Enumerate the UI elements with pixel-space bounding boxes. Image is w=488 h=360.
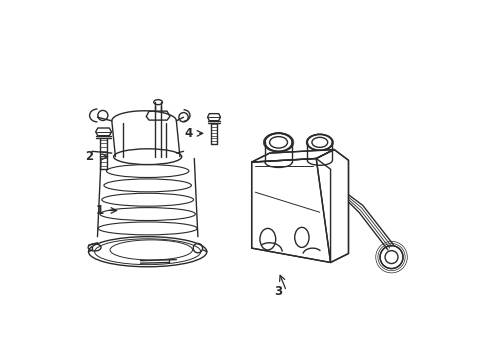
- Circle shape: [379, 246, 402, 269]
- Ellipse shape: [264, 134, 292, 151]
- Polygon shape: [316, 149, 348, 262]
- Text: 2: 2: [85, 150, 93, 163]
- Polygon shape: [251, 158, 330, 262]
- Text: 4: 4: [184, 127, 193, 140]
- Ellipse shape: [306, 134, 332, 150]
- Text: 1: 1: [95, 204, 103, 217]
- Text: 3: 3: [274, 285, 282, 298]
- Polygon shape: [251, 149, 333, 162]
